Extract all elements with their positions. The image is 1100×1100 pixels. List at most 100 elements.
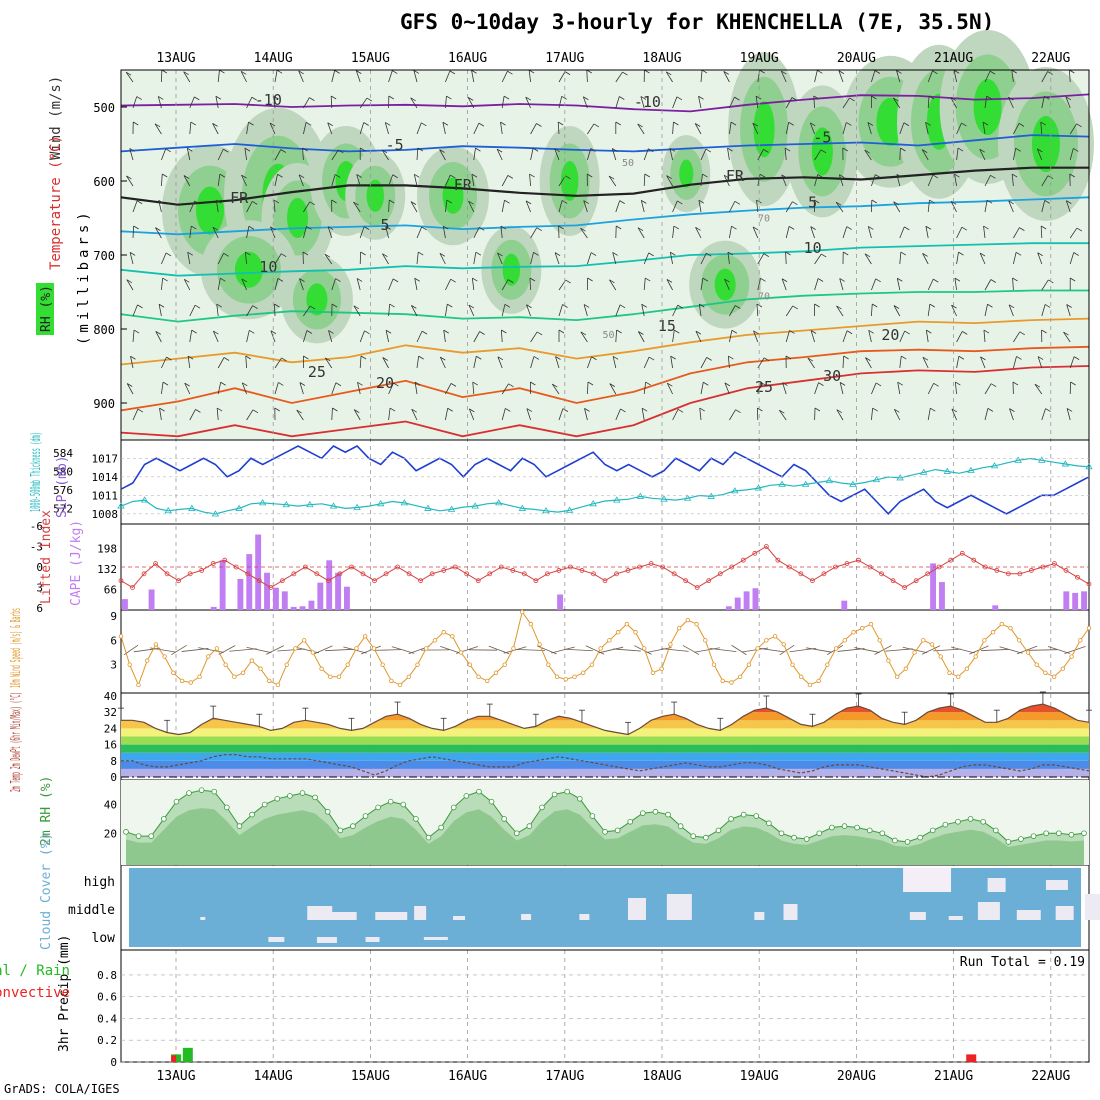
rh2m-marker-70 bbox=[1005, 839, 1012, 845]
barb-flag-6-6 bbox=[306, 226, 312, 230]
barb-28-13 bbox=[927, 408, 931, 421]
barb-flag-0-1 bbox=[136, 96, 142, 100]
rh-shade-core-13 bbox=[1031, 116, 1060, 172]
rh2m-marker-2 bbox=[148, 833, 155, 839]
cape-bar-10 bbox=[210, 606, 217, 610]
barb-flag-31-13 bbox=[1009, 408, 1015, 412]
barb-5-2 bbox=[269, 122, 276, 135]
barb-flag-17-10 bbox=[616, 329, 622, 334]
barb-10-1 bbox=[410, 97, 418, 109]
barb-flag-28-5 bbox=[929, 199, 935, 204]
wind10m-barb-36 bbox=[694, 647, 720, 653]
barb-flag-16-3 bbox=[590, 148, 596, 152]
barb-22-6 bbox=[752, 226, 759, 239]
temp-band-3 bbox=[121, 744, 1089, 753]
wind10m-marker-64 bbox=[676, 625, 682, 631]
barb-29-7 bbox=[956, 252, 959, 265]
cape-bar-23 bbox=[326, 560, 333, 610]
wind10m-marker-42 bbox=[485, 678, 490, 684]
rh2m-marker-24 bbox=[425, 834, 432, 841]
barb-flag-26-4 bbox=[875, 174, 881, 178]
barb-29-12 bbox=[954, 382, 957, 395]
barb-4-8 bbox=[241, 278, 247, 291]
barb-flag-6-11 bbox=[303, 355, 309, 360]
barb-flag-7-12 bbox=[335, 382, 342, 387]
barb-flag-19-8 bbox=[666, 279, 673, 283]
li-marker-46 bbox=[648, 561, 654, 566]
barb-4-1 bbox=[246, 97, 253, 109]
barb-24-4 bbox=[814, 174, 819, 187]
barb-flag-25-5 bbox=[835, 201, 842, 206]
barb-20-0 bbox=[700, 70, 703, 83]
barb-1-8 bbox=[161, 278, 164, 291]
thickness-marker-78 bbox=[1038, 456, 1046, 463]
rh2m-marker-48 bbox=[728, 816, 734, 822]
rh2m-marker-26 bbox=[450, 804, 457, 811]
barb-flag-30-13 bbox=[987, 408, 994, 412]
li-marker-76 bbox=[994, 568, 1000, 573]
barb-flag-32-0 bbox=[1047, 71, 1053, 75]
barb-19-13 bbox=[672, 409, 679, 421]
li-marker-65 bbox=[867, 564, 873, 570]
barb-flag-13-7 bbox=[497, 252, 503, 257]
barb-flag-21-0 bbox=[723, 71, 729, 75]
barb-flag-1-13 bbox=[159, 407, 165, 412]
barb-flag-6-8 bbox=[299, 278, 305, 282]
barb-20-10 bbox=[695, 330, 702, 343]
barb-21-1 bbox=[729, 96, 735, 109]
barb-11-2 bbox=[442, 122, 446, 135]
precip-tick-2: 0.4 bbox=[97, 1012, 117, 1025]
date-top-1: 14AUG bbox=[254, 51, 293, 66]
wind10m-marker-27 bbox=[354, 646, 359, 651]
rh-shade-core-9 bbox=[811, 127, 833, 176]
barb-flag-31-8 bbox=[1012, 277, 1018, 282]
barb-flag-21-8 bbox=[724, 278, 730, 283]
barb-33-3 bbox=[1069, 148, 1074, 161]
barb-19-2 bbox=[672, 122, 674, 135]
wind10m-marker-20 bbox=[293, 646, 298, 651]
barb-32-7 bbox=[1037, 252, 1043, 265]
barb-flag-16-5 bbox=[583, 200, 589, 204]
barb-30-0 bbox=[984, 70, 991, 83]
barb-flag-15-13 bbox=[562, 408, 569, 412]
barb-32-13 bbox=[1041, 408, 1046, 421]
rh2m-marker-73 bbox=[1043, 830, 1049, 837]
barb-flag-15-6 bbox=[558, 225, 564, 230]
barb-flag-12-11 bbox=[476, 355, 482, 360]
barb-flag-29-6 bbox=[961, 226, 968, 231]
wind10m-marker-61 bbox=[650, 670, 656, 675]
barb-flag-9-4 bbox=[392, 174, 398, 179]
barb-12-2 bbox=[473, 122, 480, 135]
li-marker-22 bbox=[372, 578, 377, 584]
barb-flag-32-5 bbox=[1044, 200, 1050, 204]
barb-flag-25-10 bbox=[846, 330, 853, 335]
rh2m-marker-42 bbox=[652, 808, 659, 815]
barb-24-2 bbox=[809, 122, 815, 135]
rh2m-marker-50 bbox=[753, 813, 760, 819]
barb-1-6 bbox=[155, 227, 162, 239]
barb-flag-10-2 bbox=[421, 122, 427, 127]
li-marker-30 bbox=[464, 571, 470, 577]
wind10m-barb-30 bbox=[598, 646, 624, 654]
barb-flag-12-9 bbox=[468, 304, 475, 309]
barb-flag-17-13 bbox=[620, 408, 626, 413]
barb-12-4 bbox=[471, 174, 475, 187]
barb-flag-0-0 bbox=[125, 71, 132, 76]
barb-19-6 bbox=[672, 226, 675, 239]
barb-flag-17-12 bbox=[609, 383, 616, 387]
barb-flag-19-10 bbox=[674, 329, 680, 334]
wind10m-marker-30 bbox=[380, 662, 385, 667]
barb-18-11 bbox=[643, 356, 650, 369]
cape-bar-98 bbox=[992, 605, 999, 610]
barb-1-10 bbox=[155, 331, 162, 343]
li-marker-50 bbox=[694, 585, 700, 590]
barb-flag-18-5 bbox=[641, 200, 647, 204]
wind10m-marker-94 bbox=[938, 654, 943, 659]
barb-4-5 bbox=[246, 201, 253, 213]
barb-32-11 bbox=[1037, 356, 1043, 369]
barb-1-3 bbox=[161, 148, 167, 161]
barb-flag-6-7 bbox=[302, 251, 309, 256]
barb-flag-30-4 bbox=[990, 174, 996, 179]
rh-shade-core-7 bbox=[679, 159, 694, 188]
barb-flag-4-13 bbox=[252, 409, 259, 414]
